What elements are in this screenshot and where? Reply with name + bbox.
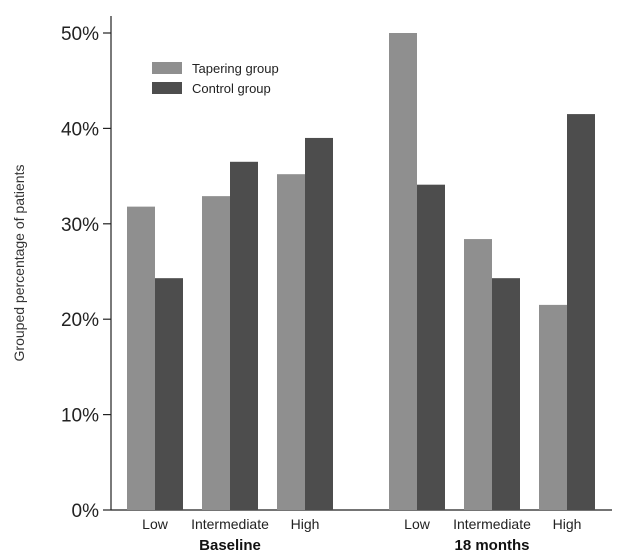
bar-control [230, 161, 258, 511]
y-tick-label: 0% [72, 501, 100, 522]
bar-tapering [464, 239, 492, 510]
y-tick-label: 40% [61, 119, 99, 140]
bar-tapering [127, 206, 155, 511]
legend-label-control: Control group [192, 81, 271, 96]
y-axis-label: Grouped percentage of patients [11, 165, 27, 362]
y-tick-label: 20% [61, 310, 99, 331]
bar-tapering [277, 174, 305, 510]
axis-layer [110, 16, 612, 511]
x-category-label: Low [404, 516, 431, 532]
category-labels: Low Intermediate High Low Intermediate High [142, 516, 581, 532]
bars [127, 33, 595, 511]
x-group-label: 18 months [454, 537, 529, 554]
bar-control [492, 278, 520, 510]
y-tick-label: 50% [61, 24, 99, 45]
bar-control [417, 184, 445, 510]
x-category-label: Intermediate [453, 516, 531, 532]
x-category-label: Low [142, 516, 169, 532]
x-group-label: Baseline [199, 537, 261, 554]
legend-label-tapering: Tapering group [192, 61, 279, 76]
legend-swatch-tapering [152, 62, 182, 74]
y-tick-label: 30% [61, 215, 99, 236]
bar-control [305, 137, 333, 510]
y-tick-label: 10% [61, 406, 99, 427]
group-labels: Baseline 18 months [199, 537, 529, 554]
x-category-label: High [553, 516, 582, 532]
bar-control [155, 278, 183, 510]
bar-tapering [539, 304, 567, 510]
x-category-label: High [291, 516, 320, 532]
y-ticks: 0% 10% 20% 30% 40% 50% [61, 24, 111, 522]
bar-tapering [389, 33, 417, 510]
bar-control [567, 114, 595, 510]
legend: Tapering group Control group [152, 61, 279, 96]
legend-swatch-control [152, 82, 182, 94]
x-category-label: Intermediate [191, 516, 269, 532]
bar-tapering [202, 196, 230, 510]
